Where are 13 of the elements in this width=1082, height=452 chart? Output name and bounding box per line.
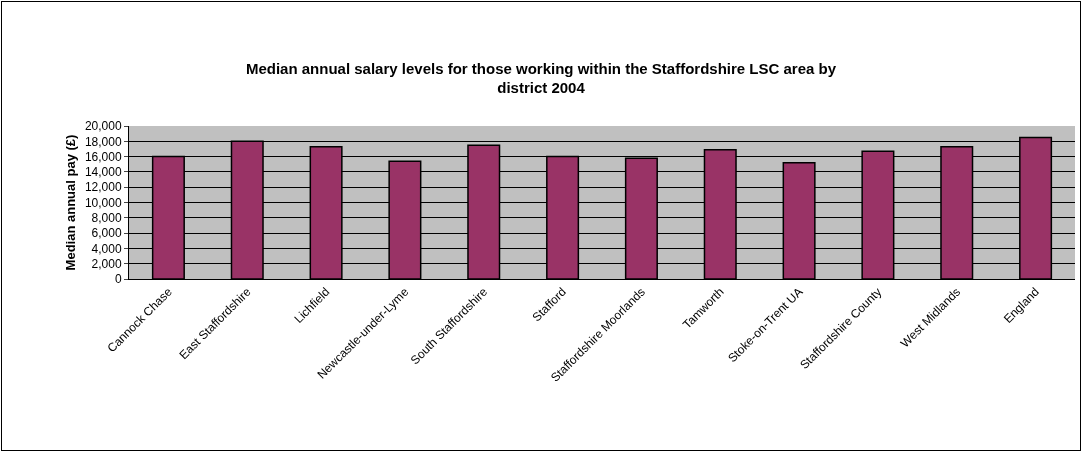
chart-title: Median annual salary levels for those working within the Staffordshire LSC area by district 2004 <box>245 59 837 97</box>
y-tick-label: 20,000 <box>84 119 122 134</box>
y-tick-label: 16,000 <box>84 149 122 164</box>
y-tick-label: 14,000 <box>84 165 122 180</box>
y-tick-label: 4,000 <box>91 241 122 256</box>
y-tick-label: 10,000 <box>84 195 122 210</box>
y-tick-label: 2,000 <box>91 256 122 271</box>
y-tick-label: 6,000 <box>91 226 122 241</box>
y-tick-label: 0 <box>114 272 122 287</box>
y-tick-label: 8,000 <box>91 211 122 225</box>
y-axis-title: Median annual pay (£) <box>62 134 78 271</box>
y-tick-label: 18,000 <box>84 134 122 149</box>
y-tick-label: 12,000 <box>84 180 122 195</box>
